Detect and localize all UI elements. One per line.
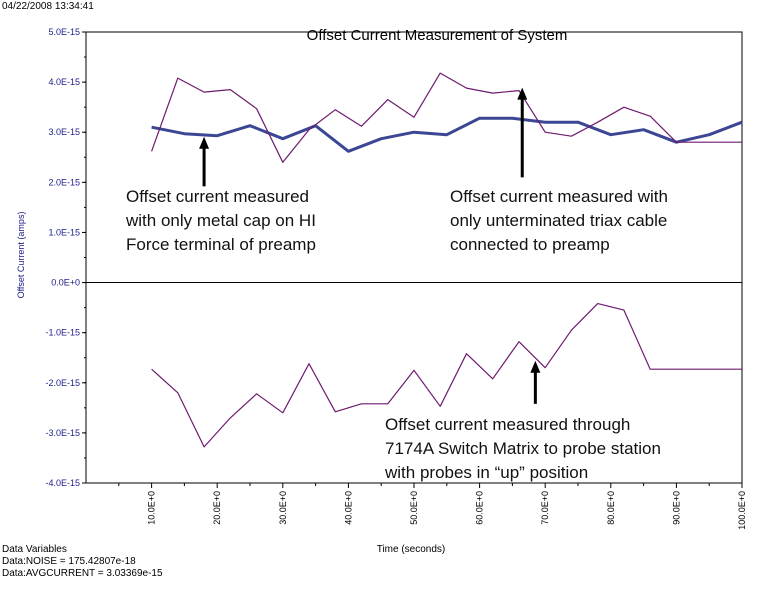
avg-current-readout: Data:AVGCURRENT = 3.03369e-15	[2, 568, 163, 579]
timestamp: 04/22/2008 13:34:41	[2, 1, 94, 12]
x-tick-label: 90.0E+0	[671, 491, 681, 525]
series-line-3	[151, 303, 742, 448]
y-tick-label: 5.0E-15	[48, 27, 80, 37]
x-tick-label: 40.0E+0	[343, 491, 353, 525]
y-tick-label: -2.0E-15	[45, 378, 80, 388]
y-tick-label: 3.0E-15	[48, 127, 80, 137]
y-axis-ticks: 5.0E-15 4.0E-15 3.0E-15 2.0E-15 1.0E-15 0.0E+…	[45, 27, 86, 488]
data-variables-heading: Data Variables	[2, 544, 67, 555]
y-tick-label: -3.0E-15	[45, 428, 80, 438]
y-tick-label: 1.0E-15	[48, 227, 80, 237]
annotation-layer: Offset current measured with only metal c…	[125, 87, 668, 482]
y-axis-label: Offset Current (amps)	[16, 212, 26, 299]
x-tick-label: 70.0E+0	[540, 491, 550, 525]
annotation-1: Offset current measured with only metal c…	[125, 136, 316, 254]
y-tick-label: 0.0E+0	[51, 278, 80, 288]
noise-readout: Data:NOISE = 175.42807e-18	[2, 556, 136, 567]
annotation-text-line: only unterminated triax cable	[450, 211, 667, 230]
chart-title: Offset Current Measurement of System	[307, 27, 568, 44]
x-tick-label: 10.0E+0	[147, 491, 157, 525]
annotation-text-line: 7174A Switch Matrix to probe station	[385, 439, 661, 458]
series-layer	[151, 72, 743, 448]
x-tick-label: 50.0E+0	[409, 491, 419, 525]
annotation-text-line: Offset current measured through	[385, 415, 630, 434]
x-axis-label: Time (seconds)	[377, 544, 446, 555]
annotation-arrowhead	[530, 360, 541, 373]
annotation-text-line: connected to preamp	[450, 235, 610, 254]
series-line-1	[151, 116, 743, 153]
annotation-text-line: with only metal cap on HI	[125, 211, 316, 230]
y-tick-label: -4.0E-15	[45, 478, 80, 488]
annotation-2: Offset current measured with only untermi…	[450, 87, 668, 254]
x-tick-label: 100.0E+0	[737, 491, 747, 530]
annotation-arrowhead	[517, 87, 528, 100]
y-tick-label: -1.0E-15	[45, 328, 80, 338]
annotation-text-line: with probes in “up” position	[384, 463, 588, 482]
x-tick-label: 60.0E+0	[475, 491, 485, 525]
annotation-text-line: Offset current measured	[126, 187, 309, 206]
y-tick-label: 4.0E-15	[48, 77, 80, 87]
annotation-arrowhead	[199, 136, 210, 149]
x-tick-label: 20.0E+0	[212, 491, 222, 525]
annotation-text-line: Force terminal of preamp	[126, 235, 316, 254]
x-tick-label: 30.0E+0	[278, 491, 288, 525]
annotation-text-line: Offset current measured with	[450, 187, 668, 206]
x-axis-ticks: 10.0E+0 20.0E+0 30.0E+0 40.0E+0 50.0E+0 60.0E…	[118, 483, 747, 530]
y-tick-label: 2.0E-15	[48, 177, 80, 187]
x-tick-label: 80.0E+0	[606, 491, 616, 525]
annotation-3: Offset current measured through 7174A Swi…	[384, 360, 661, 482]
series-line-2	[151, 72, 742, 163]
